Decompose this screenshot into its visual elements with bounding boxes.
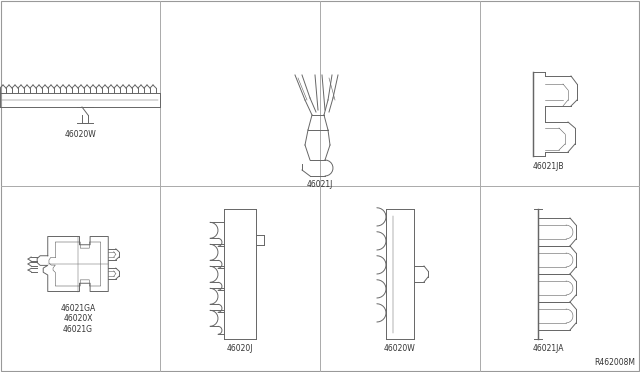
Text: 46021GA
46020X
46021G: 46021GA 46020X 46021G <box>60 304 95 334</box>
Text: 46021J: 46021J <box>307 180 333 189</box>
Text: 46020W: 46020W <box>64 130 96 139</box>
Text: 46021JB: 46021JB <box>532 162 564 171</box>
Text: 46021JA: 46021JA <box>532 344 564 353</box>
Text: 46020J: 46020J <box>227 344 253 353</box>
Text: 46020W: 46020W <box>384 344 416 353</box>
Text: R462008M: R462008M <box>594 358 635 367</box>
